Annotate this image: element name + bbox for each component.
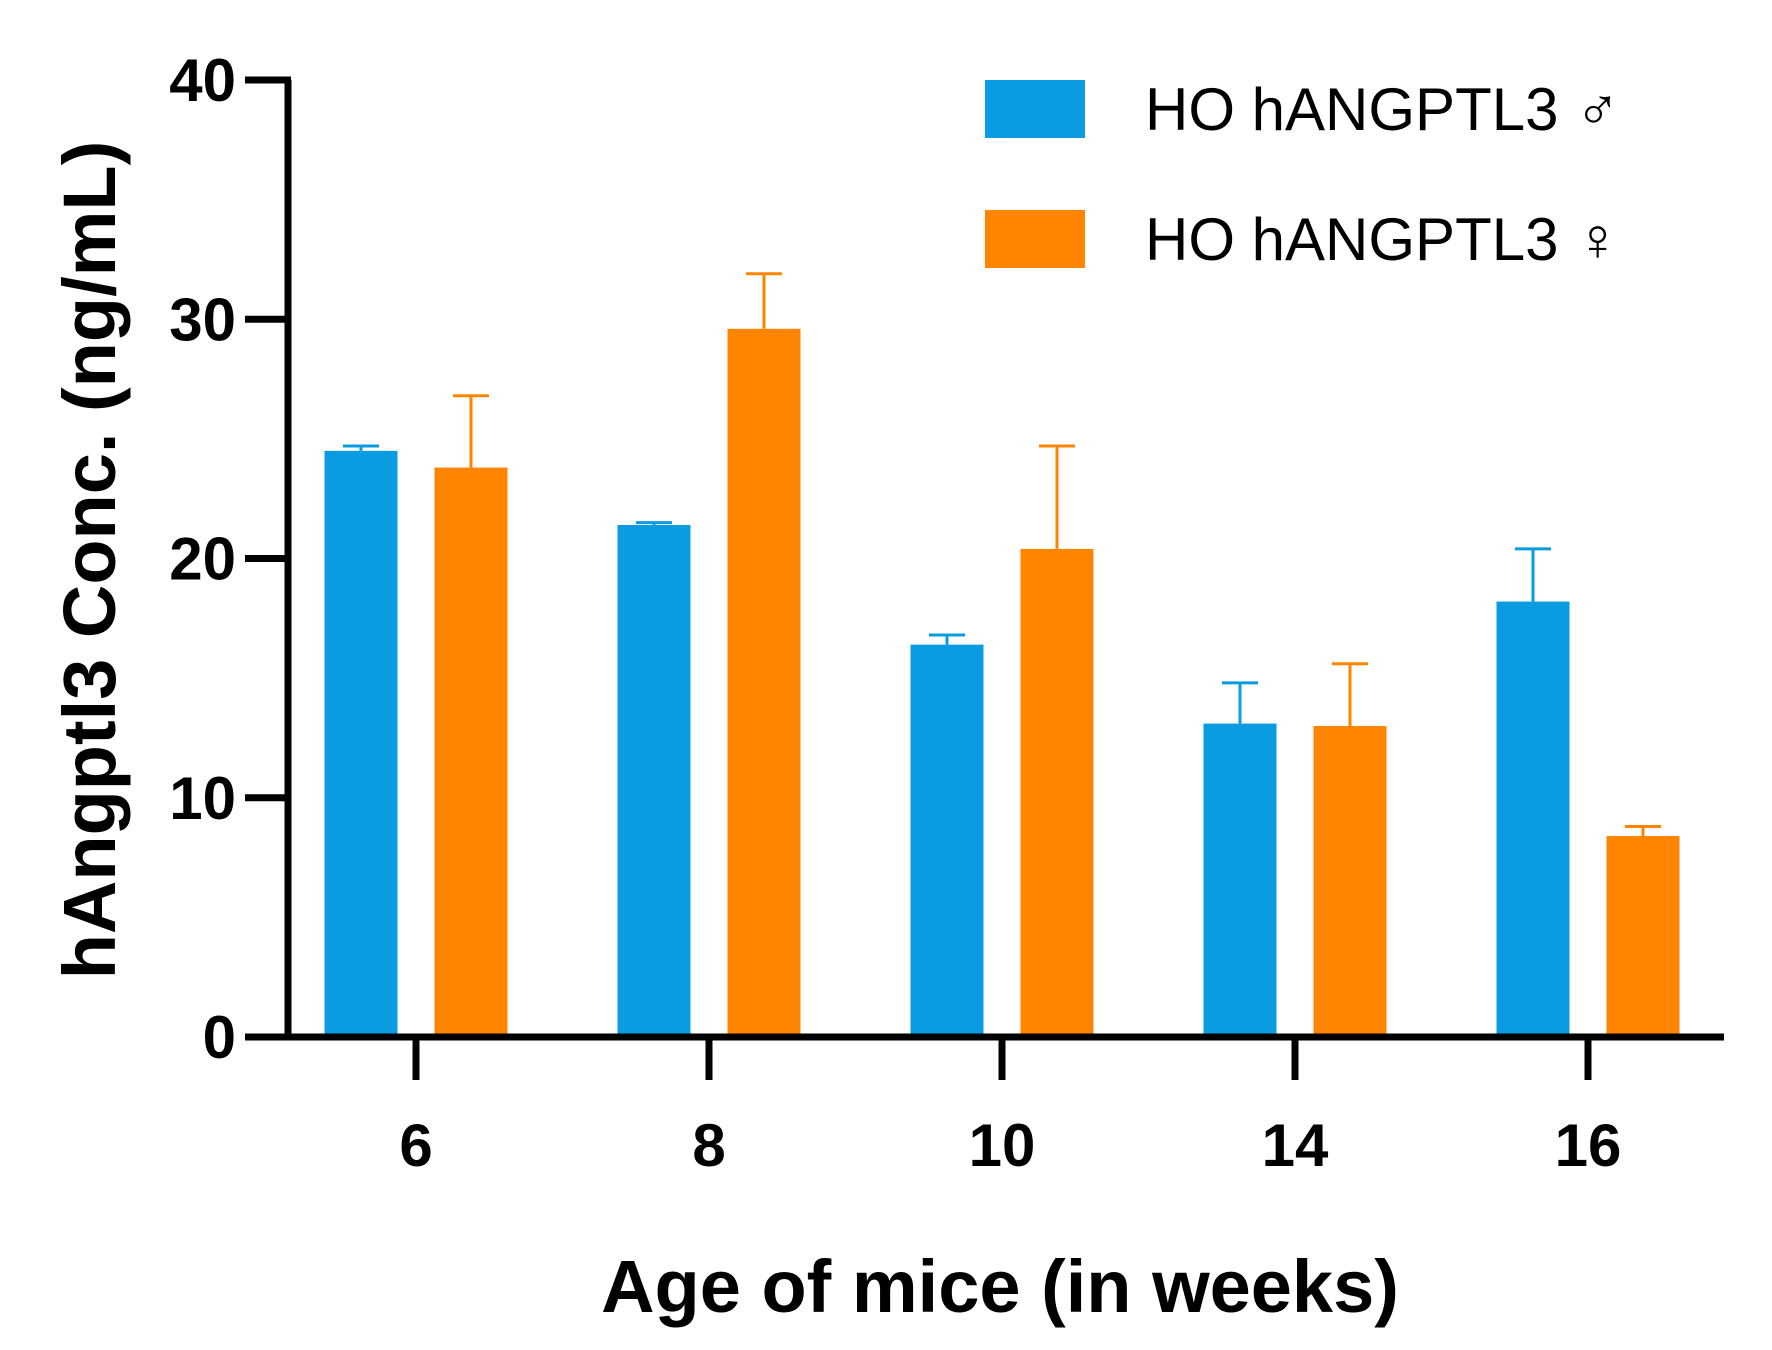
bar-male-8wk — [617, 525, 691, 1037]
bar-female-10wk — [1020, 548, 1094, 1037]
bar-female-14wk — [1313, 725, 1387, 1037]
bars-layer — [324, 328, 1680, 1038]
x-ticks-layer: 6 8 10 14 16 — [399, 1037, 1621, 1179]
legend-label: HO hANGPTL3 ♂ — [1145, 76, 1620, 143]
x-tick-label: 16 — [1555, 1112, 1622, 1179]
x-tick-label: 6 — [399, 1112, 432, 1179]
bar-female-16wk — [1606, 836, 1680, 1037]
legend-swatch — [985, 80, 1085, 138]
bar-male-16wk — [1496, 601, 1570, 1037]
bar-female-8wk — [727, 328, 801, 1037]
y-axis-title: hAngptl3 Conc. (ng/mL) — [48, 141, 131, 980]
x-tick-label: 8 — [692, 1112, 725, 1179]
y-tick-label: 10 — [169, 765, 236, 832]
bar-female-6wk — [434, 467, 508, 1038]
y-tick-label: 40 — [169, 47, 236, 114]
error-bars-layer — [343, 272, 1661, 837]
legend-label: HO hANGPTL3 ♀ — [1145, 206, 1620, 273]
y-tick-label: 30 — [169, 286, 236, 353]
legend: HO hANGPTL3 ♂ HO hANGPTL3 ♀ — [985, 76, 1620, 273]
y-tick-label: 0 — [203, 1004, 236, 1071]
x-axis-title: Age of mice (in weeks) — [601, 1245, 1399, 1328]
y-tick-label: 20 — [169, 526, 236, 593]
x-tick-label: 10 — [969, 1112, 1036, 1179]
bar-male-6wk — [324, 450, 398, 1037]
y-ticks-layer: 0 10 20 30 40 — [169, 47, 291, 1071]
x-tick-label: 14 — [1262, 1112, 1329, 1179]
bar-male-14wk — [1203, 723, 1277, 1037]
bar-male-10wk — [910, 644, 984, 1037]
legend-swatch — [985, 210, 1085, 268]
